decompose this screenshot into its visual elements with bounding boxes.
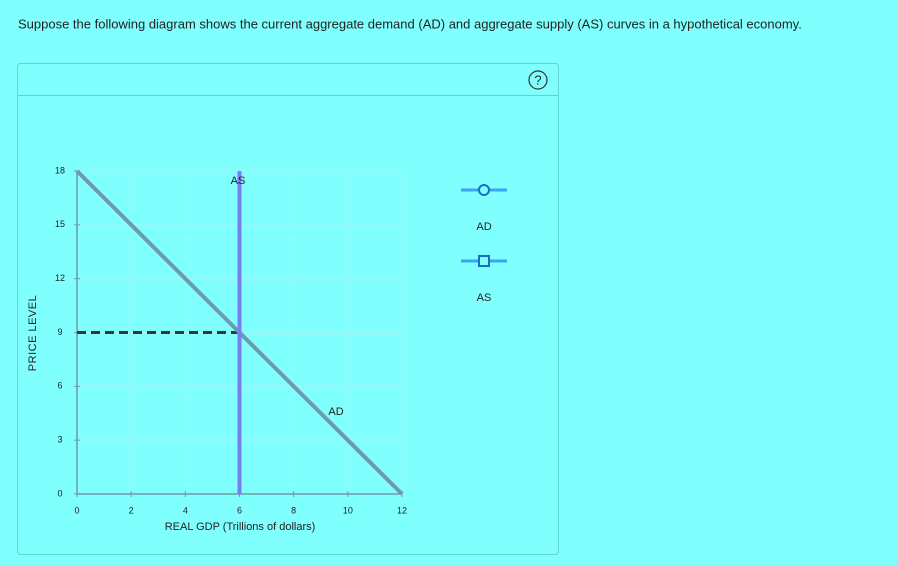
legend-label: AS: [477, 292, 492, 304]
x-tick-label: 6: [237, 505, 242, 515]
y-tick-label: 0: [57, 488, 62, 498]
x-tick-label: 0: [74, 505, 79, 515]
curve-label: AD: [328, 406, 343, 418]
y-tick-label: 15: [55, 219, 65, 229]
legend-marker: [478, 184, 490, 196]
legend-label: AD: [476, 221, 491, 233]
panel: [17, 63, 559, 555]
y-tick-label: 6: [57, 381, 62, 391]
y-tick-label: 12: [55, 273, 65, 283]
x-tick-label: 4: [183, 505, 188, 515]
x-tick-label: 10: [343, 505, 353, 515]
y-tick-label: 9: [57, 327, 62, 337]
x-tick-label: 12: [397, 505, 407, 515]
help-button[interactable]: [528, 70, 548, 90]
x-tick-label: 8: [291, 505, 296, 515]
curve-label: AS: [231, 175, 246, 187]
x-axis-title: REAL GDP (Trillions of dollars): [165, 521, 316, 533]
help-label[interactable]: ?: [534, 72, 541, 87]
legend-marker: [478, 255, 490, 267]
question: Suppose the following diagram shows the …: [18, 16, 802, 31]
x-tick-label: 2: [129, 505, 134, 515]
y-axis-title: PRICE LEVEL: [27, 295, 39, 371]
y-tick-label: 3: [57, 435, 62, 445]
y-tick-label: 18: [55, 165, 65, 175]
